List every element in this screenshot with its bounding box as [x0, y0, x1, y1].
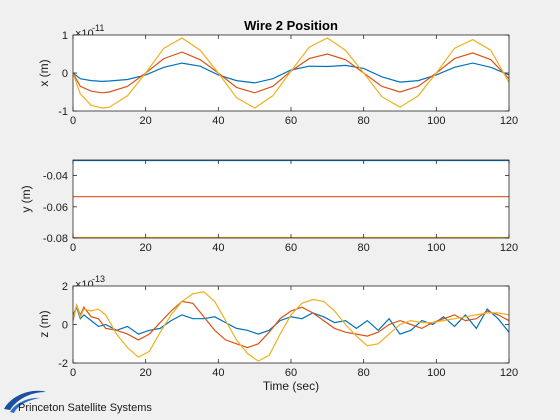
y-ytick-label: -0.04: [43, 171, 68, 183]
x-xtick-label: 100: [427, 115, 445, 127]
z-xtick-label: 40: [212, 367, 224, 379]
y-axis-panel-ylabel: y (m): [19, 185, 33, 212]
x-xtick-label: 40: [212, 115, 224, 127]
figure-title: Wire 2 Position: [244, 18, 338, 33]
x-xtick-label: 80: [358, 115, 370, 127]
x-ytick-label: 1: [62, 30, 68, 42]
y-plot-area: [73, 160, 509, 238]
z-xtick-label: 80: [358, 367, 370, 379]
z-series-3-line: [73, 291, 509, 362]
x-plot-area: [73, 35, 509, 111]
logo: Princeton Satellite Systems: [4, 390, 152, 414]
z-position-panel: z (m) ×10 -13 0 20 40 60 80 100 120-202: [37, 274, 518, 379]
x-ytick-label: -1: [58, 106, 68, 118]
y-xtick-label: 20: [140, 242, 152, 254]
logo-swoosh-icon: [4, 390, 46, 410]
x-position-panel: x (m) ×10 -11 0 20 40 60 80 100 120-101: [37, 23, 518, 127]
x-xtick-label: 0: [70, 115, 76, 127]
z-ytick-label: 0: [62, 320, 68, 332]
z-xtick-label: 120: [500, 367, 518, 379]
z-xtick-label: 60: [285, 367, 297, 379]
time-axis-label: Time (sec): [263, 379, 319, 393]
logo-text: Princeton Satellite Systems: [18, 402, 152, 414]
x-series-2-line: [73, 51, 509, 94]
y-position-panel: y (m) 0 20 40 60 80 100 120 -0.08 -0.06 -0.04: [19, 159, 518, 254]
logo-swoosh-inner-icon: [10, 397, 40, 413]
z-xtick-label: 100: [427, 367, 445, 379]
z-ytick-label: 2: [62, 281, 68, 293]
z-panel-exponent-power: -13: [92, 274, 105, 284]
z-xtick-label: 0: [70, 367, 76, 379]
y-xtick-label: 0: [70, 242, 76, 254]
z-plot-area: [73, 286, 509, 363]
z-series-2-line: [73, 300, 509, 349]
y-ytick-label: -0.06: [43, 202, 68, 214]
z-xtick-label: 20: [140, 367, 152, 379]
x-xtick-label: 60: [285, 115, 297, 127]
x-xtick-label: 120: [500, 115, 518, 127]
x-series-3-line: [73, 37, 509, 109]
x-panel-exponent-power: -11: [92, 23, 104, 33]
y-xtick-label: 60: [285, 242, 297, 254]
y-xtick-label: 100: [427, 242, 445, 254]
z-ytick-label: -2: [58, 358, 68, 370]
z-axis-panel-ylabel: z (m): [37, 310, 51, 337]
y-xtick-label: 40: [212, 242, 224, 254]
x-ytick-label: 0: [62, 68, 68, 80]
y-ytick-label: -0.08: [43, 233, 68, 245]
y-xtick-label: 120: [500, 242, 518, 254]
x-axis-panel-ylabel: x (m): [37, 59, 51, 86]
x-xtick-label: 20: [140, 115, 152, 127]
y-xtick-label: 80: [358, 242, 370, 254]
